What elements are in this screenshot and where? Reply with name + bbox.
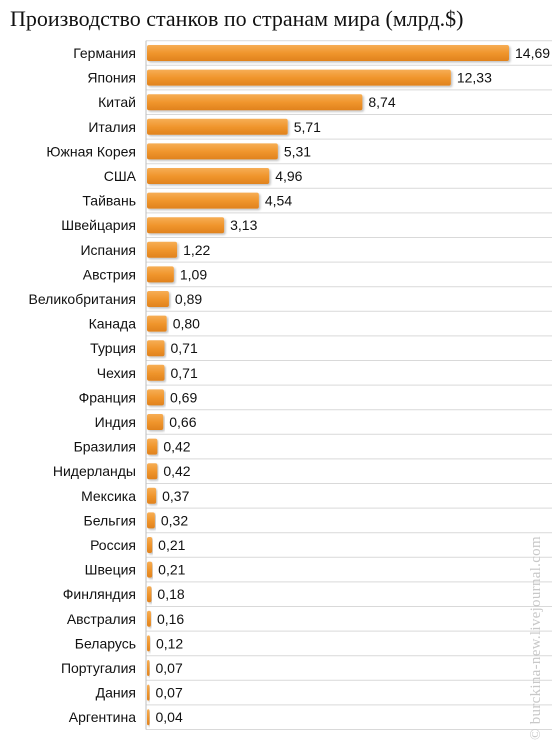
- category-label: Австралия: [67, 611, 136, 627]
- value-label: 5,71: [294, 119, 321, 135]
- category-label: Индия: [95, 414, 136, 430]
- category-label: Россия: [90, 537, 136, 553]
- category-label: Беларусь: [75, 635, 136, 651]
- category-label: Германия: [73, 45, 136, 61]
- category-label: Швейцария: [61, 217, 136, 233]
- value-label: 0,21: [158, 562, 185, 578]
- category-label: Швеция: [85, 562, 136, 578]
- value-label: 0,80: [173, 316, 200, 332]
- value-label: 0,07: [156, 685, 183, 701]
- value-label: 0,69: [170, 389, 197, 405]
- bar: [147, 610, 151, 627]
- category-label: Канада: [89, 316, 137, 332]
- bar: [147, 438, 158, 455]
- bar: [147, 635, 150, 652]
- category-label: Франция: [79, 389, 136, 405]
- bar: [147, 586, 152, 603]
- value-label: 1,09: [180, 266, 207, 282]
- value-label: 0,21: [158, 537, 185, 553]
- bar: [147, 118, 288, 135]
- bar: [147, 684, 150, 701]
- bar: [147, 143, 278, 160]
- value-label: 12,33: [457, 70, 492, 86]
- category-label: Австрия: [83, 266, 136, 282]
- category-label: Мексика: [81, 488, 136, 504]
- value-label: 0,71: [170, 365, 197, 381]
- value-label: 0,37: [162, 488, 189, 504]
- category-label: Португалия: [61, 660, 136, 676]
- category-label: Бразилия: [74, 439, 136, 455]
- category-label: Тайвань: [82, 193, 136, 209]
- bar: [147, 315, 167, 332]
- category-label: Финляндия: [63, 586, 136, 602]
- bar: [147, 364, 165, 381]
- category-label: Испания: [80, 242, 136, 258]
- chart-title: Производство станков по странам мира (мл…: [10, 6, 464, 31]
- bar: [147, 192, 259, 209]
- bar: [147, 487, 157, 504]
- value-label: 0,18: [157, 586, 184, 602]
- value-label: 0,04: [156, 709, 183, 725]
- category-label: Южная Корея: [46, 143, 136, 159]
- value-label: 0,32: [161, 512, 188, 528]
- category-label: Турция: [90, 340, 136, 356]
- bar: [147, 340, 165, 357]
- value-label: 0,16: [157, 611, 184, 627]
- value-label: 1,22: [183, 242, 210, 258]
- bar: [147, 291, 169, 307]
- value-label: 0,42: [163, 463, 190, 479]
- value-label: 8,74: [368, 94, 395, 110]
- value-label: 3,13: [230, 217, 257, 233]
- value-label: 0,42: [163, 439, 190, 455]
- category-label: Великобритания: [28, 291, 136, 307]
- bar: [147, 561, 153, 578]
- value-label: 0,71: [170, 340, 197, 356]
- category-label: США: [104, 168, 137, 184]
- bar: [147, 69, 451, 86]
- value-label: 5,31: [284, 143, 311, 159]
- bar: [147, 414, 164, 430]
- value-label: 14,69: [515, 45, 550, 61]
- bar: [147, 217, 225, 234]
- category-label: Китай: [98, 94, 136, 110]
- bar: [147, 168, 270, 184]
- bar: [147, 241, 178, 258]
- value-label: 4,96: [275, 168, 302, 184]
- value-label: 0,89: [175, 291, 202, 307]
- bar: [147, 389, 165, 406]
- category-label: Италия: [88, 119, 136, 135]
- watermark: © burckina-new.livejournal.com: [528, 536, 544, 740]
- bar: [147, 537, 153, 553]
- value-label: 0,07: [156, 660, 183, 676]
- bar: [147, 660, 150, 676]
- bar: [147, 266, 174, 283]
- value-label: 4,54: [265, 193, 292, 209]
- bar: [147, 94, 363, 111]
- bar: [147, 512, 155, 529]
- value-label: 0,12: [156, 635, 183, 651]
- category-label: Япония: [87, 70, 136, 86]
- value-label: 0,66: [169, 414, 196, 430]
- category-label: Чехия: [97, 365, 136, 381]
- category-label: Дания: [96, 685, 136, 701]
- category-label: Нидерланды: [53, 463, 136, 479]
- bar: [147, 709, 150, 726]
- bar: [147, 463, 158, 480]
- bar: [147, 45, 509, 61]
- category-label: Бельгия: [84, 512, 136, 528]
- category-label: Аргентина: [69, 709, 136, 725]
